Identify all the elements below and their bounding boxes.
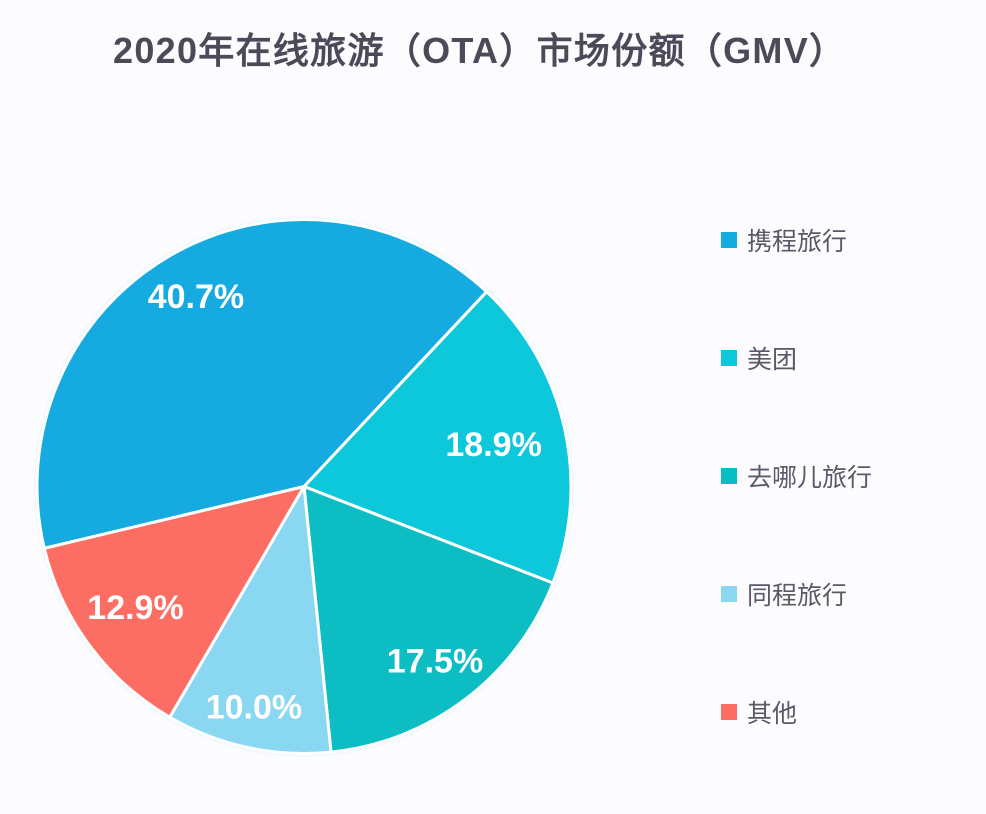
svg-text:17.5%: 17.5% [387, 643, 483, 681]
svg-text:12.9%: 12.9% [87, 589, 183, 627]
svg-text:10.0%: 10.0% [206, 689, 302, 727]
svg-text:40.7%: 40.7% [148, 278, 244, 316]
svg-text:18.9%: 18.9% [445, 426, 541, 464]
